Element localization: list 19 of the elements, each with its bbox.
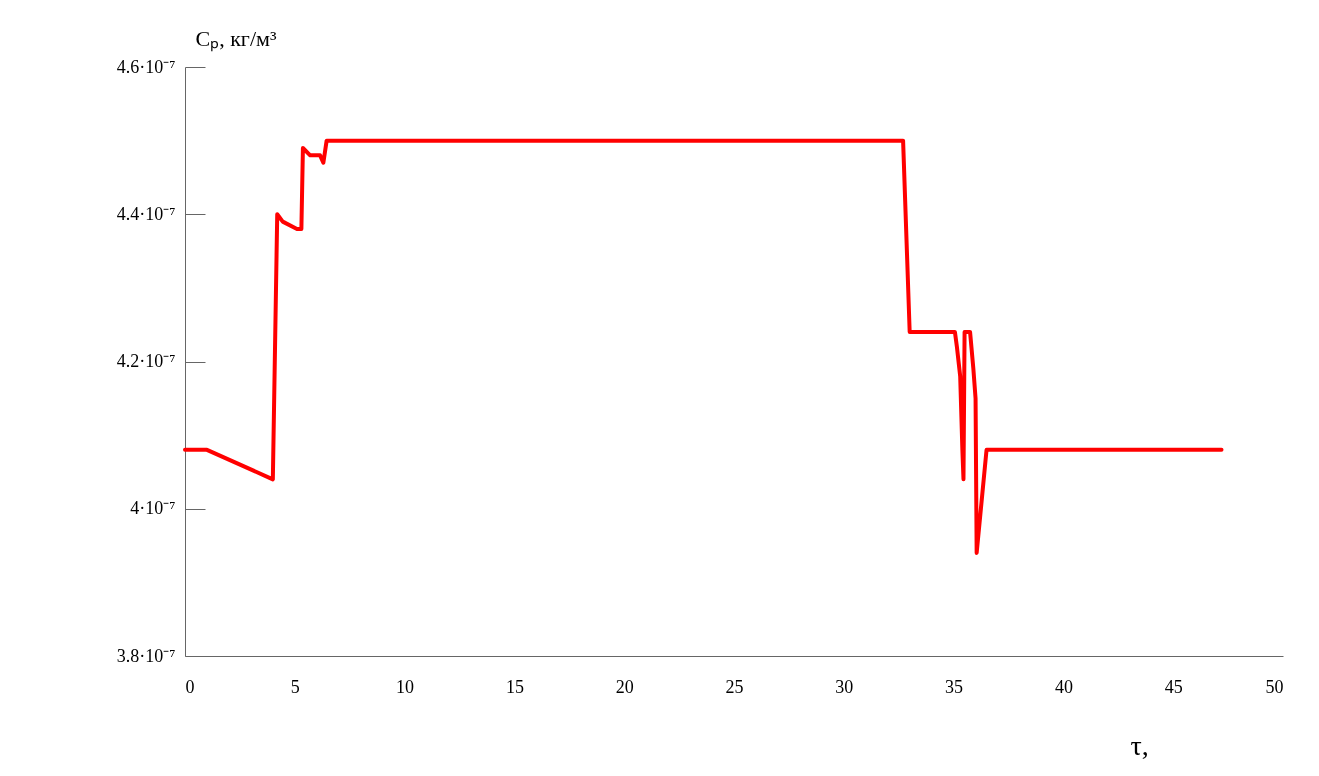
x-tick-label: 25 xyxy=(725,676,744,697)
y-tick-label: 4.4·10⁻⁷ xyxy=(116,203,176,224)
y-tick-label: 4.6·10⁻⁷ xyxy=(116,56,176,77)
y-tick-label: 3.8·10⁻⁷ xyxy=(116,645,176,666)
y-tick-label: 4·10⁻⁷ xyxy=(130,498,176,519)
x-tick-label: 15 xyxy=(505,676,524,697)
y-tick-label: 4.2·10⁻⁷ xyxy=(116,351,176,371)
x-tick-label: 0 xyxy=(185,676,195,697)
x-tick-label: 5 xyxy=(290,676,300,697)
x-tick-label: 45 xyxy=(1164,676,1183,697)
x-tick-label: 40 xyxy=(1054,676,1073,697)
x-tick-label: 20 xyxy=(615,676,634,697)
x-tick-label: 30 xyxy=(835,676,854,697)
line-series xyxy=(183,138,1224,555)
x-tick-label: 10 xyxy=(396,676,415,697)
x-tick-label: 35 xyxy=(945,676,964,697)
x-tick-label: 50 xyxy=(1265,676,1284,697)
x-axis-title: τ, xyxy=(1130,729,1149,761)
y-axis-title: Cₚ, кг/м³ xyxy=(195,25,277,52)
